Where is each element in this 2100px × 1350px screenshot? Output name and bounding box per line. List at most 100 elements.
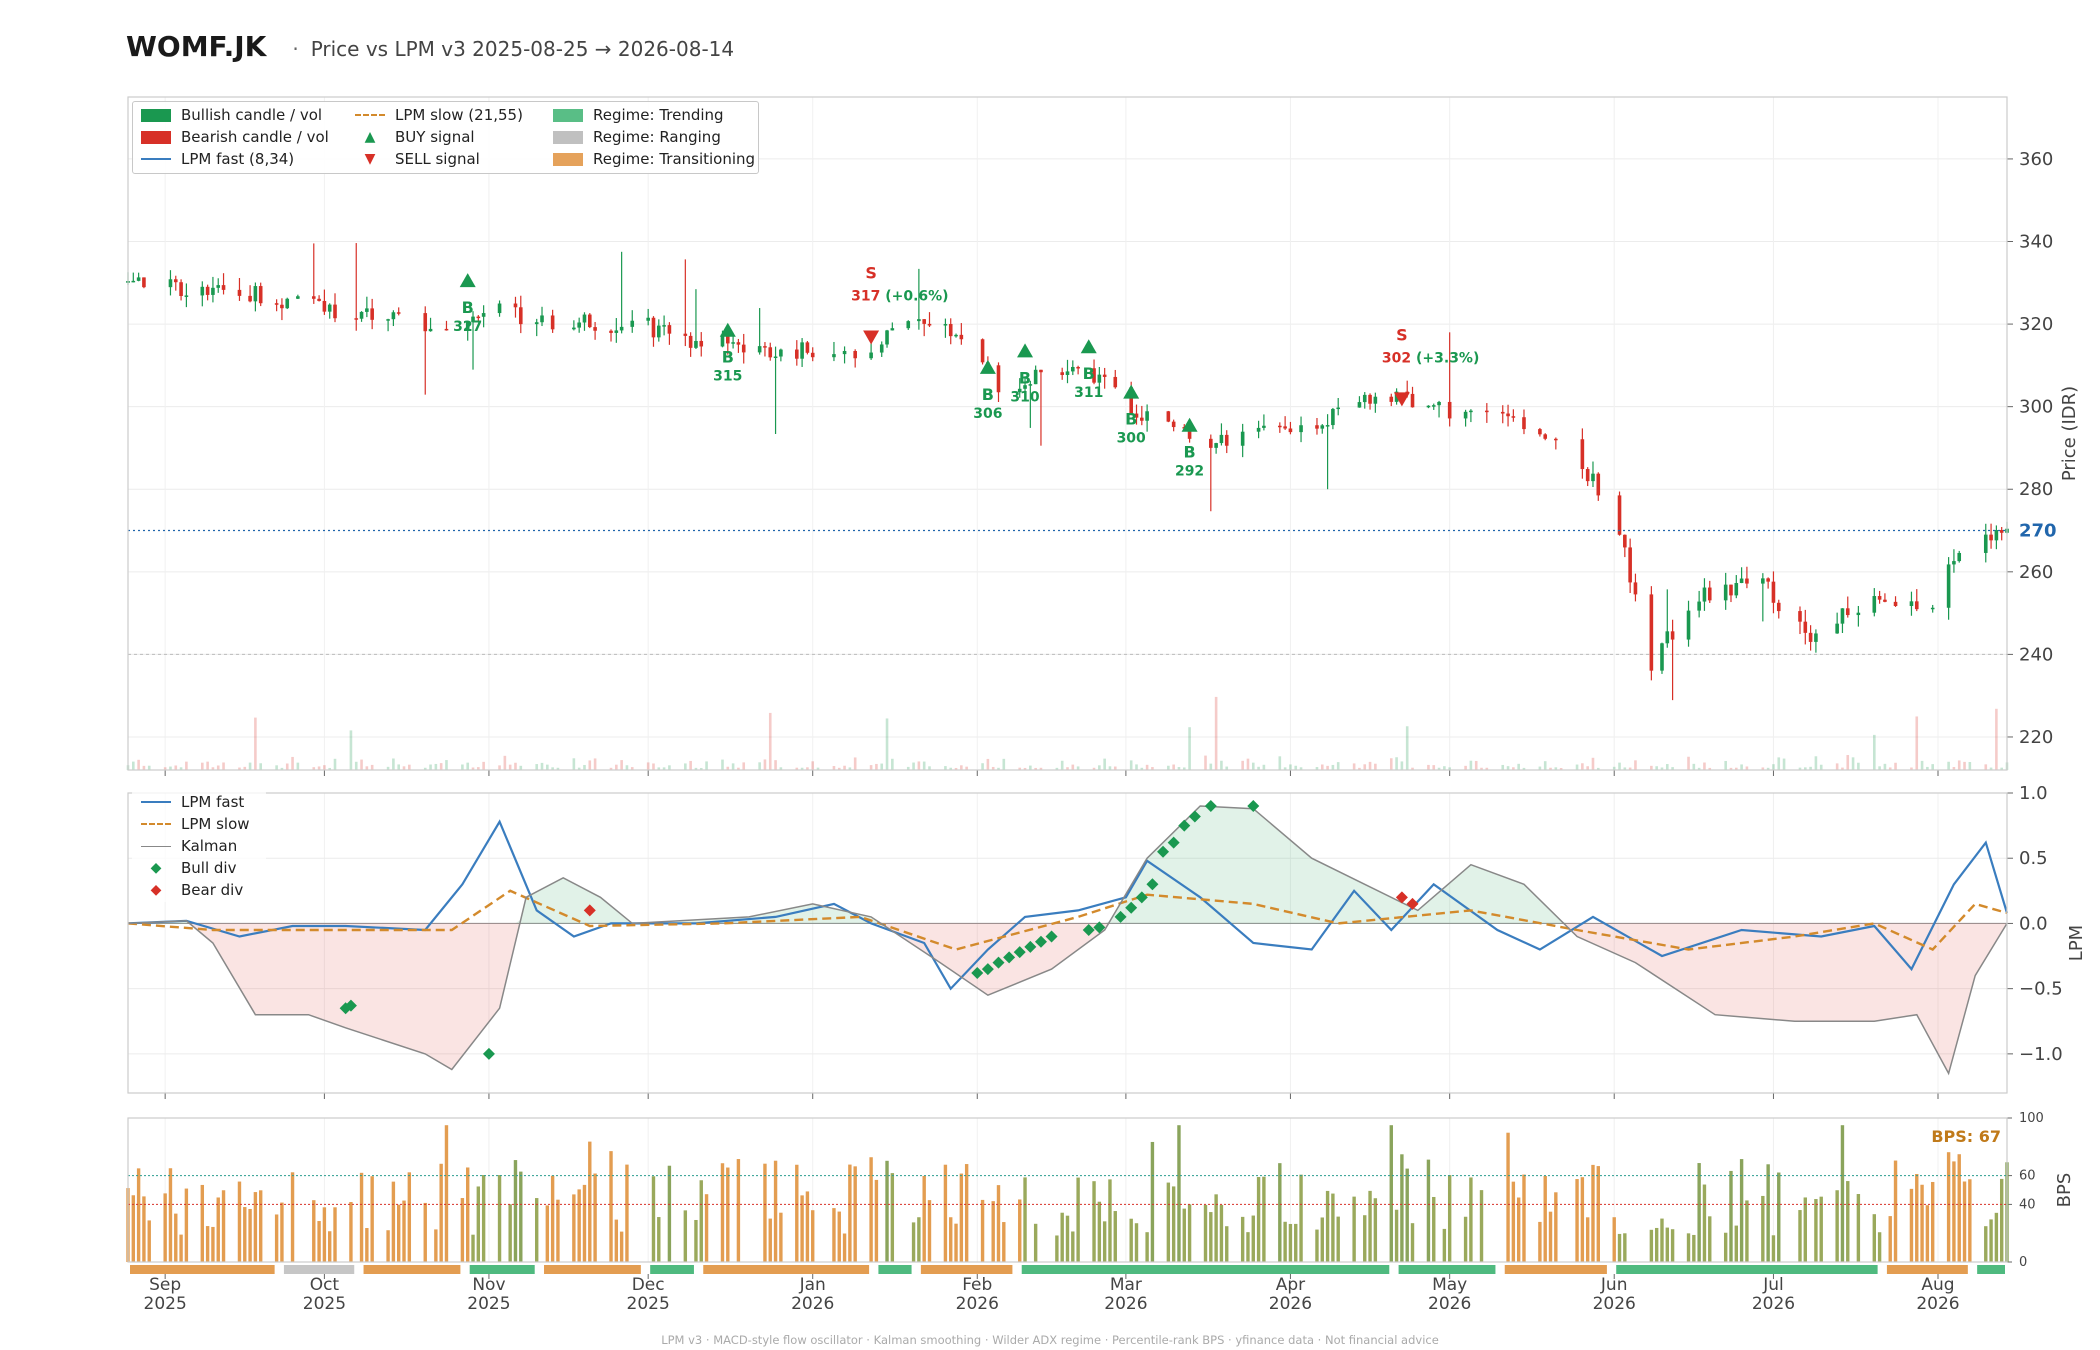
candle-body	[274, 303, 279, 305]
bps-bar	[1739, 1159, 1744, 1262]
candle-body	[1596, 473, 1601, 496]
volume-bar	[1963, 761, 1966, 770]
bps-bar	[1251, 1215, 1255, 1262]
candle-body	[540, 315, 544, 323]
volume-bar	[1692, 763, 1696, 770]
candle-body	[651, 317, 656, 338]
candle-body	[948, 324, 953, 337]
bps-bar	[736, 1159, 741, 1262]
bps-bar	[497, 1175, 502, 1262]
volume-bar	[222, 762, 225, 770]
candle-body	[497, 303, 502, 314]
volume-bar	[1352, 763, 1356, 770]
volume-bar	[1034, 767, 1037, 770]
candle-body	[1278, 425, 1282, 428]
bull-div-marker	[1125, 901, 1138, 914]
candle-body	[1076, 366, 1080, 369]
x-tick-month: Aug	[1921, 1275, 1954, 1295]
volume-bar	[142, 765, 146, 770]
bps-tick-label: 60	[2019, 1169, 2036, 1184]
volume-bar	[1374, 763, 1377, 770]
bps-bar	[397, 1204, 401, 1262]
lpm-panel-frame	[127, 792, 2008, 1094]
candle-body	[1761, 578, 1765, 584]
bps-bar	[1877, 1232, 1882, 1262]
x-tick-month: Jul	[1762, 1275, 1784, 1295]
volume-bar	[806, 767, 809, 770]
bps-bar	[1076, 1177, 1080, 1262]
candle-body	[1670, 631, 1675, 640]
candle-body	[609, 330, 613, 333]
bps-bar	[1065, 1215, 1070, 1262]
buy-signal-price: 310	[1010, 389, 1039, 405]
buy-signal-price: 327	[453, 319, 482, 335]
volume-bar	[540, 762, 544, 770]
volume-bar	[1129, 760, 1133, 770]
candle-body	[1845, 608, 1850, 616]
legend-transitioning: Regime: Transitioning	[553, 150, 755, 168]
bps-bar	[1915, 1174, 1919, 1262]
bps-bar	[519, 1171, 523, 1262]
bps-bar	[1516, 1197, 1521, 1262]
bps-bar	[911, 1222, 916, 1262]
candle-body	[1256, 427, 1261, 432]
bps-bar	[1548, 1211, 1553, 1262]
bps-bar	[444, 1125, 449, 1262]
volume-bar	[609, 767, 613, 770]
bps-bar	[1002, 1222, 1006, 1262]
bps-bar	[253, 1192, 258, 1262]
bps-bar	[619, 1231, 624, 1262]
candle-body	[906, 321, 911, 329]
x-tick-year: 2026	[1752, 1294, 1795, 1314]
volume-bar	[1002, 758, 1006, 770]
bps-bar	[439, 1163, 443, 1262]
candle-body	[1686, 610, 1691, 640]
bps-bar	[885, 1160, 889, 1262]
legend-sell: ▼ SELL signal	[355, 150, 480, 168]
legend-lpm-fast-label: LPM fast (8,34)	[181, 150, 295, 168]
candle-body	[810, 352, 815, 358]
bps-bar	[466, 1167, 470, 1262]
volume-bar	[254, 717, 257, 770]
bps-bar	[996, 1185, 1001, 1262]
volume-bar	[1289, 764, 1292, 770]
bps-bar	[481, 1175, 486, 1262]
candle-body	[1097, 374, 1102, 383]
candle-body	[131, 280, 136, 283]
candle-body	[1707, 587, 1712, 601]
regime-band-transitioning	[130, 1265, 275, 1274]
bps-bar	[1994, 1212, 1999, 1262]
candle-body	[1776, 602, 1781, 612]
candle-body	[1506, 413, 1510, 417]
candle-body	[444, 328, 449, 331]
candle-body	[954, 334, 958, 337]
buy-triangle-icon: ▲	[364, 129, 376, 145]
bps-bar	[1166, 1182, 1171, 1262]
volume-bar	[1628, 767, 1632, 770]
bps-bar	[609, 1151, 613, 1262]
candle-body	[211, 287, 215, 295]
candle-body	[311, 296, 316, 299]
bps-bar	[800, 1195, 804, 1262]
bps-bar	[1554, 1192, 1558, 1262]
bps-bar	[726, 1167, 730, 1262]
bps-bar	[184, 1188, 189, 1262]
bull-div-marker	[981, 963, 994, 976]
volume-bar	[333, 758, 337, 770]
bps-bar	[1256, 1177, 1261, 1262]
volume-bar	[556, 767, 560, 770]
candle-body	[1437, 401, 1441, 406]
bps-bar	[1888, 1216, 1892, 1262]
volume-bar	[503, 755, 507, 770]
bps-bar	[991, 1201, 995, 1262]
bull-div-marker	[1003, 951, 1016, 964]
volume-bar	[1517, 763, 1520, 770]
volume-bar	[1029, 765, 1032, 770]
bps-bar	[1846, 1181, 1850, 1262]
bps-bar	[1893, 1160, 1898, 1262]
bps-bar	[869, 1157, 873, 1262]
bps-bar	[1798, 1210, 1802, 1262]
bps-bar	[1320, 1217, 1324, 1262]
bps-bar	[1617, 1233, 1622, 1262]
